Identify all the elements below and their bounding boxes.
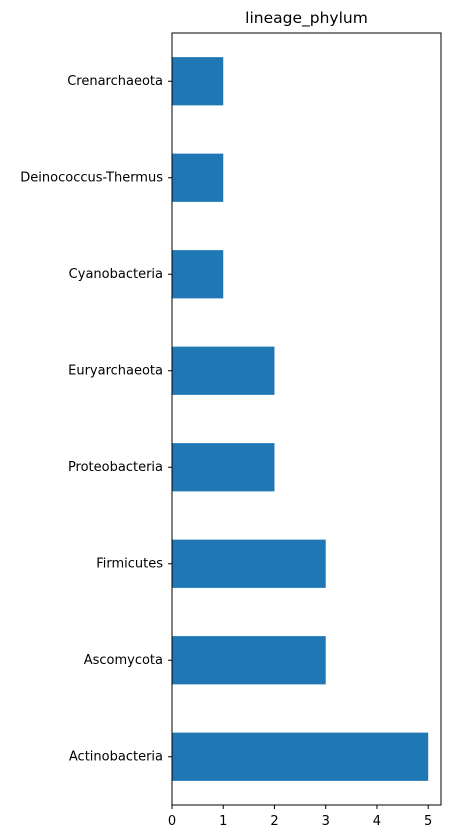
bar-proteobacteria — [172, 443, 275, 492]
x-tick-label: 5 — [424, 814, 432, 829]
x-tick-label: 0 — [168, 814, 176, 829]
x-tick-label: 2 — [270, 814, 278, 829]
bars-group — [172, 57, 429, 781]
y-tick-label: Deinococcus-Thermus — [20, 170, 163, 185]
y-axis: Actinobacteria Ascomycota Firmicutes Proteo… — [20, 74, 172, 764]
y-tick-label: Euryarchaeota — [68, 363, 163, 378]
chart-title: lineage_phylum — [245, 9, 368, 28]
bar-actinobacteria — [172, 732, 429, 781]
bar-cyanobacteria — [172, 250, 224, 299]
bar-crenarchaeota — [172, 57, 224, 106]
plot-frame — [171, 32, 442, 806]
bar-euryarchaeota — [172, 346, 275, 395]
bar-ascomycota — [172, 636, 326, 685]
y-tick-label: Crenarchaeota — [67, 74, 163, 89]
y-tick-label: Firmicutes — [96, 556, 163, 571]
y-tick-label: Cyanobacteria — [69, 267, 163, 282]
x-axis: 0 1 2 3 4 5 — [168, 805, 432, 829]
x-tick-label: 4 — [373, 814, 381, 829]
y-tick-label: Proteobacteria — [68, 460, 163, 475]
bar-deinococcus-thermus — [172, 153, 224, 202]
y-tick-label: Ascomycota — [84, 653, 163, 668]
x-tick-label: 1 — [219, 814, 227, 829]
y-tick-label: Actinobacteria — [69, 749, 163, 764]
x-tick-label: 3 — [322, 814, 330, 829]
bar-firmicutes — [172, 539, 326, 588]
